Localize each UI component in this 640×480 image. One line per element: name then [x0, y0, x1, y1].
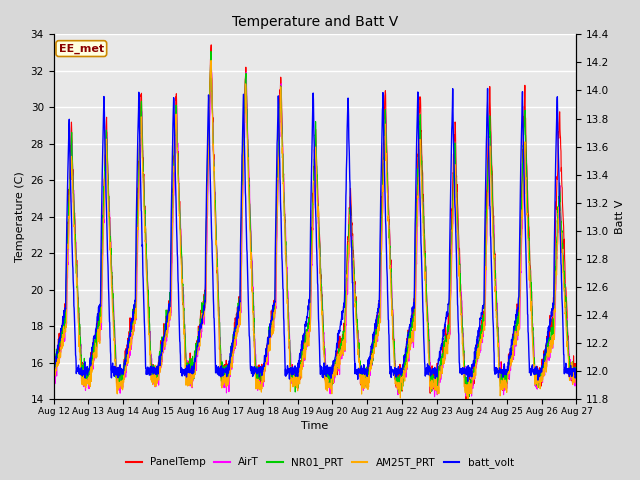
- PanelTemp: [342, 303, 349, 309]
- AirT: [467, 384, 475, 389]
- Text: EE_met: EE_met: [59, 44, 104, 54]
- batt_volt: [527, 368, 534, 374]
- batt_volt: [573, 369, 580, 375]
- batt_volt: [330, 360, 338, 366]
- batt_volt: [195, 330, 203, 336]
- AM25T_PRT: [207, 58, 215, 63]
- AM25T_PRT: [467, 382, 475, 388]
- AirT: [573, 370, 580, 375]
- Title: Temperature and Batt V: Temperature and Batt V: [232, 15, 398, 29]
- Y-axis label: Batt V: Batt V: [615, 200, 625, 234]
- AirT: [195, 341, 203, 347]
- PanelTemp: [467, 378, 475, 384]
- Y-axis label: Temperature (C): Temperature (C): [15, 171, 25, 262]
- AM25T_PRT: [541, 365, 549, 371]
- AM25T_PRT: [573, 379, 580, 384]
- batt_volt: [484, 85, 492, 91]
- PanelTemp: [527, 268, 534, 274]
- AirT: [527, 293, 534, 299]
- batt_volt: [467, 371, 475, 377]
- AirT: [50, 373, 58, 379]
- batt_volt: [50, 370, 58, 375]
- NR01_PRT: [342, 308, 349, 314]
- NR01_PRT: [467, 382, 475, 388]
- AirT: [431, 394, 438, 399]
- PanelTemp: [541, 348, 549, 354]
- NR01_PRT: [207, 48, 215, 54]
- NR01_PRT: [541, 354, 549, 360]
- AirT: [541, 363, 549, 369]
- AM25T_PRT: [195, 328, 203, 334]
- Line: AM25T_PRT: AM25T_PRT: [54, 60, 577, 399]
- AirT: [342, 334, 349, 340]
- batt_volt: [464, 379, 472, 384]
- NR01_PRT: [330, 364, 338, 370]
- AirT: [207, 68, 215, 73]
- NR01_PRT: [465, 394, 473, 399]
- X-axis label: Time: Time: [301, 421, 328, 432]
- PanelTemp: [462, 396, 470, 402]
- NR01_PRT: [50, 371, 58, 376]
- NR01_PRT: [573, 370, 580, 375]
- NR01_PRT: [195, 325, 203, 331]
- AM25T_PRT: [464, 396, 472, 402]
- batt_volt: [541, 347, 549, 352]
- Legend: PanelTemp, AirT, NR01_PRT, AM25T_PRT, batt_volt: PanelTemp, AirT, NR01_PRT, AM25T_PRT, ba…: [122, 453, 518, 472]
- PanelTemp: [330, 371, 338, 376]
- PanelTemp: [573, 375, 580, 381]
- AM25T_PRT: [330, 370, 338, 375]
- PanelTemp: [195, 337, 203, 343]
- Line: batt_volt: batt_volt: [54, 88, 577, 382]
- AM25T_PRT: [527, 296, 534, 301]
- PanelTemp: [50, 360, 58, 365]
- Line: AirT: AirT: [54, 71, 577, 396]
- AM25T_PRT: [50, 375, 58, 381]
- NR01_PRT: [527, 278, 534, 284]
- Line: PanelTemp: PanelTemp: [54, 45, 577, 399]
- PanelTemp: [207, 42, 215, 48]
- AirT: [330, 371, 338, 377]
- Line: NR01_PRT: NR01_PRT: [54, 51, 577, 396]
- batt_volt: [341, 240, 349, 245]
- AM25T_PRT: [342, 324, 349, 330]
